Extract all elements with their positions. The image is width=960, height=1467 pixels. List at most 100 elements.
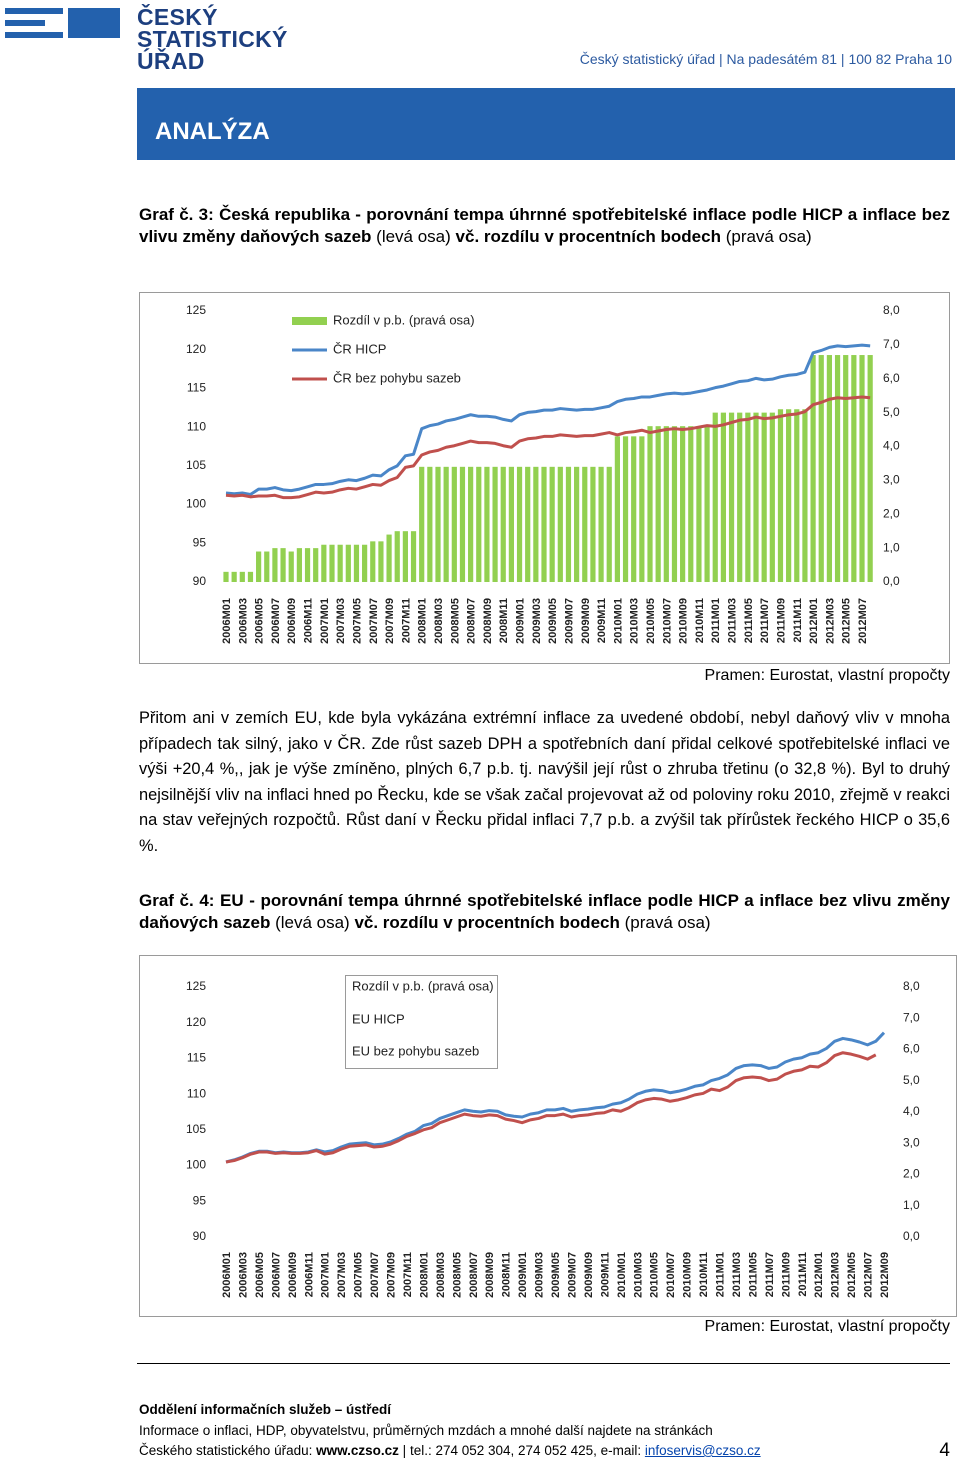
x-tick-label: 2009M01	[517, 1252, 529, 1298]
x-tick-label: 2009M03	[531, 598, 543, 644]
bar	[476, 466, 482, 582]
x-tick-label: 2010M09	[678, 598, 690, 644]
x-tick-label: 2011M07	[759, 598, 771, 643]
footer-email[interactable]: infoservis@czso.cz	[644, 1443, 761, 1458]
bar	[541, 466, 547, 582]
bar	[272, 548, 278, 582]
x-tick-label: 2012M09	[879, 1252, 891, 1298]
x-tick-label: 2008M05	[451, 1252, 463, 1298]
x-tick-label: 2006M05	[254, 1252, 266, 1298]
x-tick-label: 2011M11	[797, 1252, 809, 1297]
x-tick-label: 2010M11	[694, 598, 706, 643]
logo-bar	[5, 32, 63, 38]
footer-info: Informace o inflaci, HDP, obyvatelstvu, …	[139, 1423, 713, 1438]
bar	[598, 466, 604, 582]
x-tick-label: 2010M07	[661, 598, 673, 644]
bar	[353, 544, 360, 582]
x-tick-label: 2011M03	[731, 1252, 743, 1297]
y2-tick-label: 8,0	[883, 303, 900, 317]
bar	[663, 426, 669, 582]
bar	[826, 355, 832, 582]
y-tick-label: 115	[187, 381, 206, 395]
x-tick-label: 2008M11	[498, 598, 510, 643]
line	[225, 343, 871, 497]
x-tick-label: 2011M07	[764, 1252, 776, 1297]
x-tick-label: 2009M09	[580, 598, 592, 644]
logo-icon	[5, 8, 120, 38]
section-title: ANALÝZA	[155, 118, 270, 145]
bar	[435, 466, 441, 582]
bar	[516, 466, 523, 582]
y2-tick-label: 7,0	[883, 337, 900, 351]
footer-text: tel.: 274 052 304, 274 052 425, e-mail:	[409, 1443, 642, 1458]
bar	[712, 412, 718, 582]
bar	[867, 355, 873, 582]
x-tick-label: 2009M11	[599, 1252, 611, 1297]
x-tick-label: 2009M05	[547, 598, 559, 644]
x-tick-label: 2009M01	[515, 598, 527, 644]
y2-tick-label: 0,0	[883, 574, 900, 588]
legend-label: Rozdíl v p.b. (pravá osa)	[352, 978, 494, 993]
x-tick-label: 2007M05	[353, 1252, 365, 1298]
y2-tick-label: 2,0	[883, 506, 900, 520]
y-tick-label: 110	[187, 419, 206, 433]
figure-caption: Graf č. 3: Česká republika - porovnání t…	[139, 204, 950, 248]
caption-part: (pravá osa)	[624, 913, 711, 932]
bar	[256, 551, 262, 582]
x-tick-label: 2007M09	[384, 598, 396, 644]
bar	[370, 541, 376, 582]
legend-box	[345, 975, 498, 1069]
x-tick-label: 2012M01	[808, 598, 820, 644]
x-tick-label: 2012M07	[863, 1252, 875, 1298]
x-tick-label: 2008M07	[466, 598, 478, 644]
y-tick-label: 100	[186, 1158, 206, 1172]
bar	[574, 466, 580, 582]
x-tick-label: 2007M11	[402, 1252, 414, 1297]
x-tick-label: 2008M05	[449, 598, 461, 644]
y2-tick-label: 1,0	[883, 540, 900, 554]
bar	[834, 355, 841, 582]
x-tick-label: 2007M07	[369, 1252, 381, 1298]
x-tick-label: 2006M11	[303, 1252, 315, 1297]
bar	[606, 466, 612, 582]
x-tick-label: 2009M07	[563, 598, 575, 644]
chart-frame	[139, 955, 957, 1317]
bar	[484, 466, 490, 582]
y-tick-label: 100	[186, 497, 206, 511]
figure-source: Pramen: Eurostat, vlastní propočty	[704, 667, 950, 684]
caption-part: Graf č. 4: EU - porovnání tempa úhrnné s…	[139, 891, 950, 932]
bar	[296, 548, 302, 582]
footer-web[interactable]: www.czso.cz	[316, 1443, 399, 1458]
x-tick-label: 2011M09	[780, 1252, 792, 1297]
bar	[419, 466, 425, 582]
bar	[622, 436, 629, 582]
y2-tick-label: 6,0	[883, 371, 900, 385]
line	[225, 1031, 886, 1164]
bar	[647, 426, 653, 582]
x-tick-label: 2006M01	[221, 1252, 233, 1298]
x-tick-label: 2009M07	[566, 1252, 578, 1298]
y2-tick-label: 1,0	[903, 1198, 920, 1212]
bar	[459, 466, 466, 582]
y-tick-label: 105	[186, 458, 206, 472]
y2-tick-label: 5,0	[903, 1073, 920, 1087]
bar	[410, 531, 417, 582]
x-tick-label: 2008M07	[468, 1252, 480, 1298]
x-tick-label: 2006M07	[270, 1252, 282, 1298]
y2-tick-label: 4,0	[883, 439, 900, 453]
x-tick-label: 2008M09	[482, 598, 494, 644]
bar	[590, 466, 596, 582]
y-tick-label: 125	[186, 979, 206, 993]
bar	[492, 466, 498, 582]
bar	[402, 531, 408, 582]
bar	[859, 355, 865, 582]
caption-part: (levá osa)	[376, 227, 451, 246]
x-tick-label: 2009M11	[596, 598, 608, 643]
x-tick-label: 2011M01	[715, 1252, 727, 1297]
legend-symbol	[292, 317, 327, 325]
logo-line: ČESKÝ	[137, 4, 218, 30]
logo-line: ÚŘAD	[137, 48, 205, 74]
x-tick-label: 2007M03	[335, 598, 347, 644]
bar	[223, 571, 229, 582]
y-tick-label: 120	[186, 342, 206, 356]
